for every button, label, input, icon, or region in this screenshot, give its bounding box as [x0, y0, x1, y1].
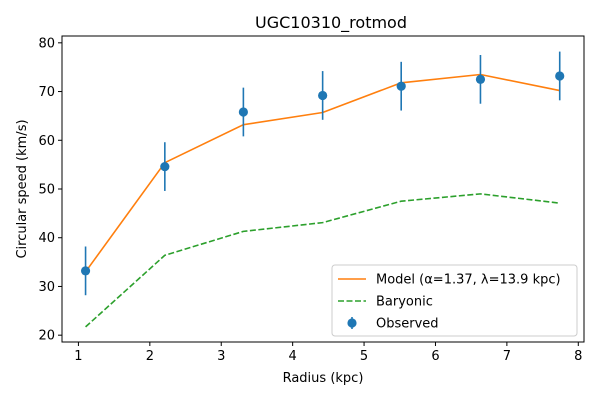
y-tick-label: 50 [38, 183, 55, 198]
y-tick-label: 20 [38, 329, 55, 344]
x-tick-label: 5 [360, 349, 368, 364]
legend-swatch-marker [347, 318, 357, 328]
chart-title: UGC10310_rotmod [255, 13, 407, 33]
data-point [555, 71, 565, 81]
x-tick-label: 7 [503, 349, 511, 364]
data-point [238, 107, 248, 117]
legend-label-2: Observed [376, 317, 439, 332]
plot-marks [80, 51, 565, 328]
x-tick-label: 4 [289, 349, 297, 364]
y-tick-label: 40 [38, 231, 55, 246]
data-point [318, 90, 328, 101]
data-point [160, 161, 170, 172]
data-point [396, 81, 406, 91]
x-tick-label: 1 [74, 349, 82, 364]
y-tick-label: 30 [38, 280, 55, 295]
legend: Model (α=1.37, λ=13.9 kpc) Baryonic Observ… [331, 264, 578, 337]
x-tick-label: 3 [217, 349, 225, 364]
x-tick-label: 2 [146, 349, 154, 364]
legend-label-0: Model (α=1.37, λ=13.9 kpc) [376, 273, 561, 288]
y-tick-label: 70 [38, 85, 55, 100]
series-line-1 [85, 193, 560, 328]
x-tick-label: 6 [431, 349, 439, 364]
x-axis-label: Radius (kpc) [283, 371, 364, 386]
legend-box [331, 264, 578, 337]
y-tick-label: 80 [38, 36, 55, 51]
y-axis-label: Circular speed (km/s) [15, 119, 30, 258]
legend-label-1: Baryonic [376, 295, 433, 310]
data-point [80, 266, 91, 276]
x-tick-label: 8 [574, 349, 582, 364]
axes: 1 2 3 4 5 6 7 8 20 30 40 50 60 70 80 [38, 35, 585, 364]
y-tick-label: 60 [38, 134, 55, 149]
data-point [475, 74, 486, 84]
